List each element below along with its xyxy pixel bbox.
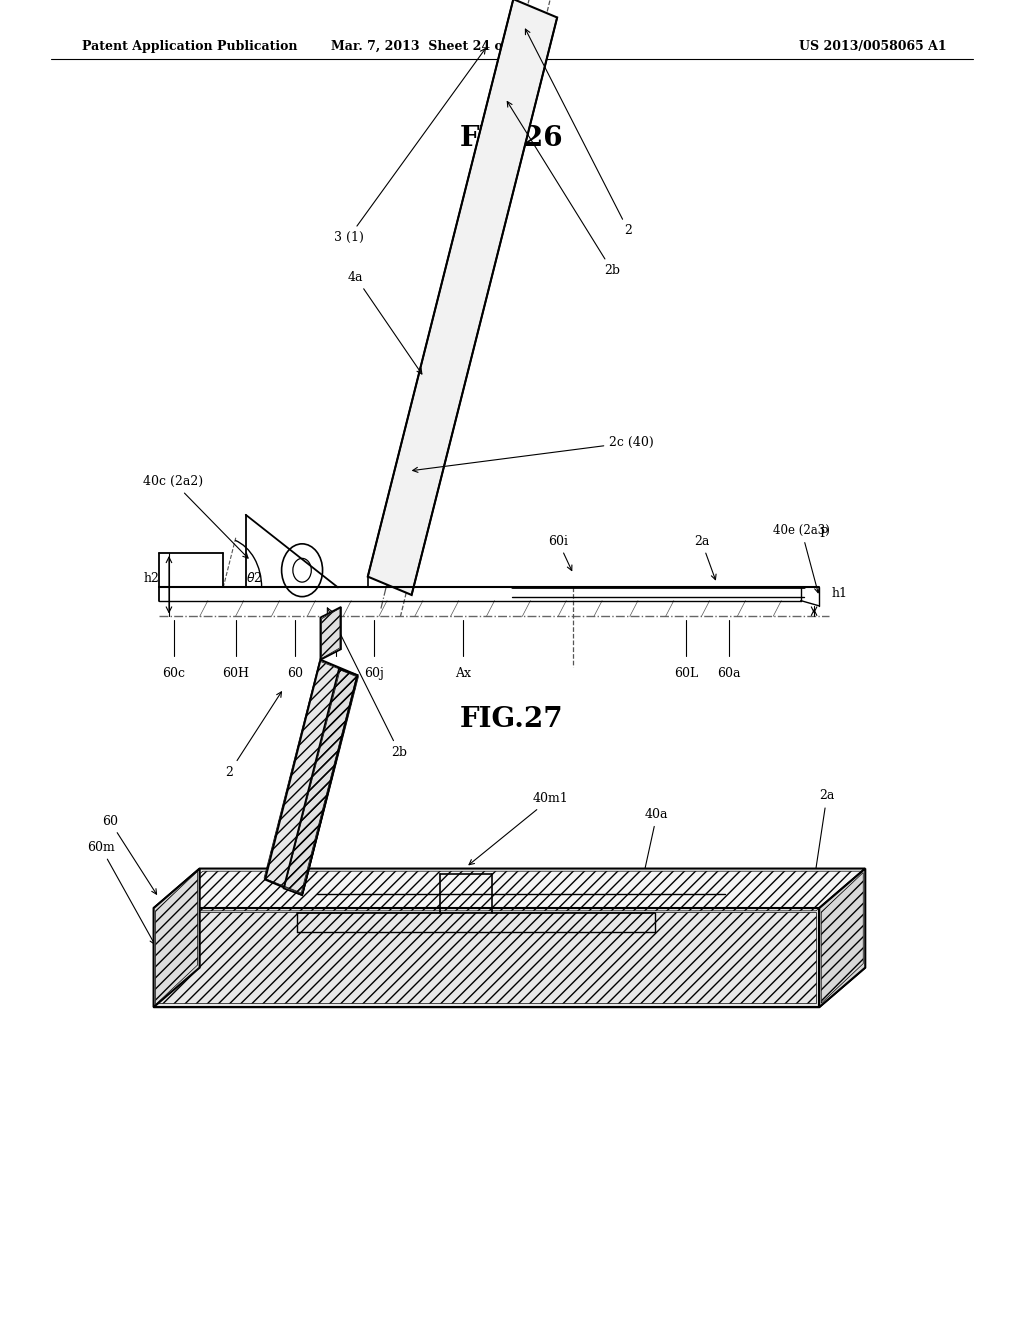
Text: 60L: 60L [674, 667, 698, 680]
Text: US 2013/0058065 A1: US 2013/0058065 A1 [799, 40, 946, 53]
Polygon shape [321, 607, 341, 660]
Text: h1: h1 [831, 587, 848, 601]
Text: 2c (40): 2c (40) [413, 436, 654, 473]
Text: 60c: 60c [163, 667, 185, 680]
Text: 3 (1): 3 (1) [334, 49, 485, 244]
Text: Patent Application Publication: Patent Application Publication [82, 40, 297, 53]
Polygon shape [154, 869, 200, 1007]
Text: Ax: Ax [455, 667, 471, 680]
Text: 40m1: 40m1 [469, 792, 568, 865]
Text: 60k: 60k [369, 986, 393, 999]
Text: 60H: 60H [290, 986, 316, 999]
Text: h2: h2 [143, 572, 160, 585]
Polygon shape [819, 869, 865, 1007]
Text: 60: 60 [519, 986, 536, 999]
Text: 60j: 60j [364, 667, 384, 680]
Text: 60u1: 60u1 [439, 986, 472, 999]
Text: 40c (2a2): 40c (2a2) [143, 475, 248, 558]
Text: 2a: 2a [693, 535, 716, 579]
Text: 60a: 60a [718, 667, 740, 680]
Text: 60a: 60a [718, 986, 740, 999]
Polygon shape [265, 660, 357, 895]
Text: 60m: 60m [87, 841, 155, 944]
Text: 60L: 60L [664, 986, 688, 999]
Text: $\theta$2: $\theta$2 [246, 572, 262, 585]
Text: 40a: 40a [635, 808, 669, 911]
Text: 60: 60 [101, 814, 157, 894]
Text: 2b: 2b [507, 102, 621, 277]
Text: 60: 60 [287, 667, 303, 680]
Text: 60c: 60c [156, 986, 178, 999]
Text: 60H: 60H [222, 667, 249, 680]
Text: P: P [819, 527, 827, 540]
Text: 2: 2 [525, 29, 633, 238]
Text: FIG.26: FIG.26 [460, 125, 564, 152]
Text: 60i: 60i [548, 535, 571, 570]
Text: 2b: 2b [328, 609, 408, 759]
Text: 60m: 60m [322, 667, 350, 680]
Polygon shape [368, 0, 557, 595]
Text: 40e (2a3): 40e (2a3) [773, 524, 830, 593]
Text: 2: 2 [225, 692, 282, 779]
Text: Mar. 7, 2013  Sheet 24 of 27: Mar. 7, 2013 Sheet 24 of 27 [331, 40, 529, 53]
Polygon shape [154, 908, 819, 1007]
Polygon shape [284, 669, 357, 895]
Text: 4a: 4a [348, 271, 422, 374]
Polygon shape [154, 869, 865, 908]
Text: FIG.27: FIG.27 [460, 706, 564, 733]
Polygon shape [154, 968, 865, 1007]
Text: 2a: 2a [808, 789, 835, 911]
